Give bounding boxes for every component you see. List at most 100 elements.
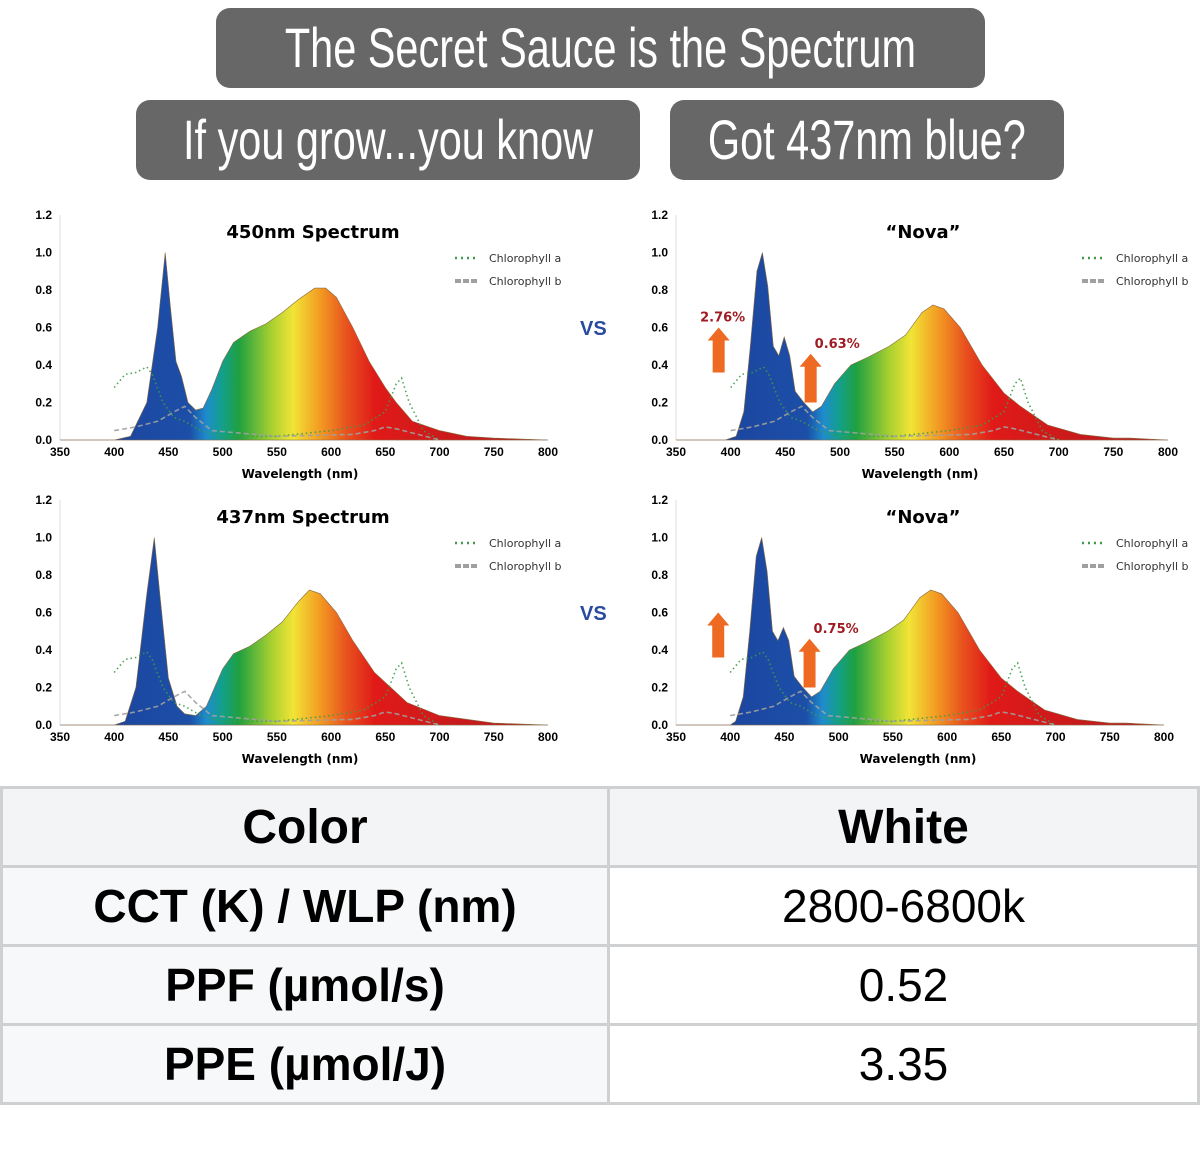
x-tick-label: 600 <box>939 445 959 459</box>
x-tick-label: 550 <box>267 445 287 459</box>
x-tick-label: 500 <box>829 730 849 744</box>
chart-1: 350 400 450 500 550 600 650 700 750 800 0.0 0.2 0.4 0… <box>35 208 561 481</box>
y-tick-label: 0.8 <box>35 568 52 582</box>
x-tick-label: 400 <box>720 730 740 744</box>
x-tick-label: 650 <box>375 730 395 744</box>
annotation-label: 0.75% <box>814 622 859 637</box>
x-tick-label: 600 <box>321 730 341 744</box>
y-tick-label: 0.6 <box>35 321 52 335</box>
x-tick-label: 350 <box>666 730 686 744</box>
y-tick-label: 1.2 <box>651 208 668 222</box>
x-tick-label: 500 <box>213 730 233 744</box>
arrow-up-icon <box>798 638 821 652</box>
x-tick-label: 400 <box>721 445 741 459</box>
header-cell: Color <box>0 786 610 868</box>
y-tick-label: 0.4 <box>35 643 52 657</box>
x-tick-label: 800 <box>538 730 558 744</box>
x-tick-label: 600 <box>321 445 341 459</box>
chlorophyll-a-line <box>729 650 1056 726</box>
arrow-up-icon <box>712 339 725 373</box>
x-tick-label: 750 <box>1103 445 1123 459</box>
chlorophyll-a-line <box>113 650 440 726</box>
y-tick-label: 0.0 <box>35 718 52 732</box>
arrow-up-icon <box>804 365 817 403</box>
row-value: 0.52 <box>607 944 1200 1026</box>
x-tick-label: 550 <box>267 730 287 744</box>
arrow-up-icon <box>707 327 730 341</box>
y-tick-label: 0.6 <box>651 606 668 620</box>
row-label: CCT (K) / WLP (nm) <box>0 865 610 947</box>
x-tick-label: 700 <box>1049 445 1069 459</box>
annotation-label: 2.76% <box>700 311 745 326</box>
arrow-up-icon <box>707 612 730 626</box>
y-tick-label: 0.2 <box>651 681 668 695</box>
caption-box: The Secret Sauce is the Spectrum <box>216 8 985 88</box>
x-tick-label: 400 <box>104 445 124 459</box>
y-tick-label: 0.6 <box>651 321 668 335</box>
x-axis-label: Wavelength (nm) <box>242 467 359 481</box>
table-row: PPF (µmol/s) 0.52 <box>0 944 1200 1026</box>
y-tick-label: 1.0 <box>651 246 668 260</box>
caption-box: Got 437nm blue? <box>670 100 1064 180</box>
x-tick-label: 750 <box>484 445 504 459</box>
caption-line-1: The Secret Sauce is the Spectrum <box>284 16 917 79</box>
spectrum-area <box>676 252 1169 441</box>
x-tick-label: 700 <box>430 730 450 744</box>
table-row: CCT (K) / WLP (nm) 2800-6800k <box>0 865 1200 947</box>
y-tick-label: 0.4 <box>35 358 52 372</box>
x-tick-label: 650 <box>994 445 1014 459</box>
legend-label: Chlorophyll a <box>1116 537 1188 550</box>
y-tick-label: 0.0 <box>651 718 668 732</box>
table-row: PPE (µmol/J) 3.35 <box>0 1023 1200 1105</box>
x-axis-label: Wavelength (nm) <box>862 467 979 481</box>
y-tick-label: 0.6 <box>35 606 52 620</box>
row-label: PPF (µmol/s) <box>0 944 610 1026</box>
y-tick-label: 0.4 <box>651 643 668 657</box>
header-cell: White <box>607 786 1200 868</box>
x-tick-label: 750 <box>484 730 504 744</box>
y-tick-label: 0.8 <box>651 568 668 582</box>
row-label: PPE (µmol/J) <box>0 1023 610 1105</box>
y-tick-label: 0.2 <box>35 681 52 695</box>
spectrum-charts: 350 400 450 500 550 600 650 700 750 800 0.0 0.2 0.4 0… <box>35 208 1188 766</box>
chlorophyll-b-line <box>114 405 440 441</box>
row-value: 2800-6800k <box>607 865 1200 947</box>
x-tick-label: 600 <box>937 730 957 744</box>
spectrum-area <box>60 537 549 726</box>
x-tick-label: 450 <box>774 730 794 744</box>
x-tick-label: 400 <box>104 730 124 744</box>
chart-2: 350 400 450 500 550 600 650 700 750 800 0.0 0.2 0.4 0… <box>651 208 1188 481</box>
y-tick-label: 0.8 <box>651 283 668 297</box>
x-tick-label: 350 <box>50 730 70 744</box>
vs-label: VS <box>580 318 607 340</box>
legend-label: Chlorophyll b <box>1116 275 1189 288</box>
x-tick-label: 550 <box>883 730 903 744</box>
y-tick-label: 0.4 <box>651 358 668 372</box>
y-tick-label: 1.0 <box>35 531 52 545</box>
chart-title: 450nm Spectrum <box>226 222 399 243</box>
spectrum-area <box>60 252 549 441</box>
y-tick-label: 0.2 <box>35 396 52 410</box>
y-tick-label: 1.2 <box>35 208 52 222</box>
annotation-label: 0.63% <box>815 337 860 352</box>
vs-label: VS <box>580 603 607 625</box>
spectrum-area <box>676 537 1165 726</box>
caption-line-2: If you grow...you know <box>182 108 594 171</box>
chlorophyll-b-line <box>730 405 1059 441</box>
table-header-row: Color White <box>0 786 1200 868</box>
caption-box: If you grow...you know <box>136 100 640 180</box>
chart-title: “Nova” <box>886 222 961 243</box>
arrow-up-icon <box>712 624 725 658</box>
x-tick-label: 800 <box>538 445 558 459</box>
x-tick-label: 450 <box>158 445 178 459</box>
chlorophyll-b-line <box>114 690 440 726</box>
arrow-up-icon <box>799 353 822 367</box>
y-tick-label: 1.0 <box>35 246 52 260</box>
legend-label: Chlorophyll b <box>489 560 562 573</box>
x-tick-label: 800 <box>1158 445 1178 459</box>
legend-label: Chlorophyll a <box>489 252 561 265</box>
legend-label: Chlorophyll a <box>489 537 561 550</box>
y-tick-label: 0.0 <box>35 433 52 447</box>
y-tick-label: 0.8 <box>35 283 52 297</box>
